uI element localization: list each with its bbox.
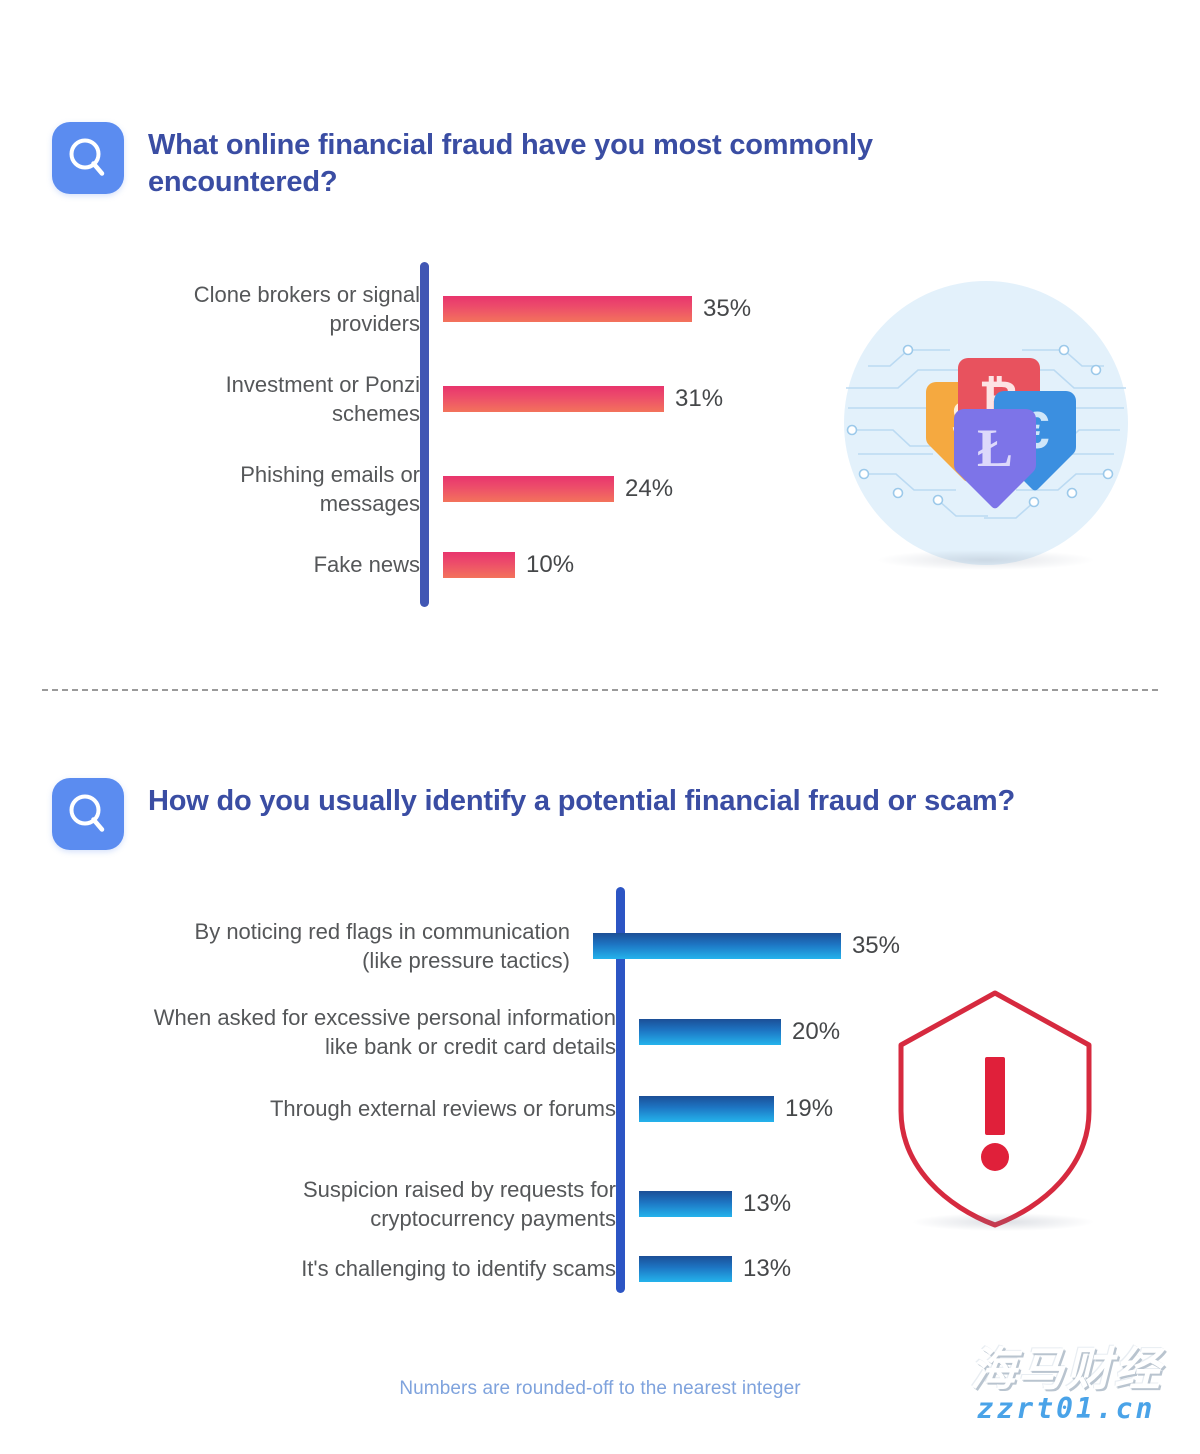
chart-2-bar-4 — [639, 1191, 732, 1218]
chart-1-label-4: Fake news — [313, 552, 420, 577]
illustration-shadow — [878, 550, 1093, 570]
chart-1-axis — [420, 262, 429, 607]
chart-2-bar-5 — [639, 1255, 732, 1282]
chart-1-bar-wrap-1: 35% — [443, 295, 751, 323]
shield-outline — [898, 990, 1092, 1228]
chart-2-label-2: When asked for excessive personal inform… — [153, 1005, 616, 1060]
chart-fraud-encountered: Clone brokers or signal providers 35% In… — [0, 0, 800, 620]
watermark-url: zzrt01.cn — [976, 1392, 1156, 1425]
chart-2-value-4: 13% — [743, 1190, 792, 1218]
exclamation-dot — [981, 1143, 1009, 1171]
circuit-nodes — [846, 344, 1114, 508]
chart-1-bar-1 — [443, 296, 692, 323]
magnifier-q-icon — [69, 138, 105, 176]
crypto-shields-circuit-illustration: $ ₿ € Ł — [838, 278, 1134, 588]
svg-text:Ł: Ł — [977, 418, 1013, 478]
illustration-shadow — [913, 1213, 1093, 1231]
litecoin-shield: Ł — [954, 409, 1036, 509]
chart-1-bar-wrap-4: 10% — [443, 551, 574, 579]
chart-1-bar-wrap-2: 31% — [443, 385, 723, 413]
watermark: 海马财经 zzrt01.cn — [946, 1346, 1186, 1423]
question-title-2: How do you usually identify a potential … — [148, 785, 1015, 817]
chart-1-bar-4 — [443, 551, 515, 578]
chart-2-label-5: It's challenging to identify scams — [301, 1256, 616, 1281]
chart-2-axis — [616, 887, 625, 1293]
chart-2-bar-1 — [592, 933, 841, 960]
question-badge-2 — [52, 778, 124, 850]
chart-fraud-identification: By noticing red flags in communication (… — [0, 887, 900, 1293]
chart-1-value-2: 31% — [675, 385, 724, 413]
question-header-2: How do you usually identify a potential … — [52, 778, 1052, 850]
footnote: Numbers are rounded-off to the nearest i… — [399, 1378, 801, 1399]
chart-2-bar-wrap-3: 19% — [639, 1095, 833, 1123]
chart-2-bar-2 — [639, 1019, 781, 1046]
chart-2-value-3: 19% — [785, 1094, 834, 1122]
crypto-illustration-svg: $ ₿ € Ł — [844, 281, 1128, 565]
chart-1-row-2: Investment or Ponzi schemes 31% — [0, 370, 800, 428]
magnifier-q-icon — [69, 794, 105, 832]
chart-1-row-1: Clone brokers or signal providers 35% — [0, 280, 800, 338]
chart-2-label-4: Suspicion raised by requests for cryptoc… — [302, 1177, 616, 1232]
chart-2-value-1: 35% — [851, 932, 900, 960]
chart-1-row-4: Fake news 10% — [0, 550, 800, 579]
question-title-1: What online financial fraud have you mos… — [148, 129, 873, 199]
warning-shield-illustration — [885, 985, 1115, 1250]
chart-2-bar-wrap-5: 13% — [639, 1255, 791, 1283]
chart-1-value-3: 24% — [625, 475, 674, 503]
chart-2-bar-wrap-2: 20% — [639, 1018, 840, 1046]
chart-2-value-2: 20% — [792, 1018, 841, 1046]
chart-2-row-2: When asked for excessive personal inform… — [0, 1003, 900, 1061]
chart-2-row-5: It's challenging to identify scams 13% — [0, 1254, 900, 1283]
chart-1-label-2: Investment or Ponzi schemes — [225, 372, 420, 427]
question-badge-1 — [52, 122, 124, 194]
chart-2-row-3: Through external reviews or forums 19% — [0, 1094, 900, 1123]
section-divider — [42, 689, 1158, 691]
chart-2-label-1: By noticing red flags in communication (… — [194, 919, 570, 974]
chart-2-bar-wrap-4: 13% — [639, 1190, 791, 1218]
chart-1-value-4: 10% — [526, 550, 575, 578]
chart-2-value-5: 13% — [743, 1254, 792, 1282]
watermark-brand: 海马财经 — [970, 1342, 1162, 1396]
chart-2-row-4: Suspicion raised by requests for cryptoc… — [0, 1175, 900, 1233]
chart-1-bar-wrap-3: 24% — [443, 475, 673, 503]
chart-1-bar-3 — [443, 476, 614, 503]
chart-1-label-1: Clone brokers or signal providers — [193, 282, 420, 337]
exclamation-bar — [985, 1057, 1005, 1135]
question-header-1: What online financial fraud have you mos… — [52, 122, 1052, 201]
chart-2-label-3: Through external reviews or forums — [269, 1096, 616, 1121]
chart-1-label-3: Phishing emails or messages — [240, 462, 420, 517]
chart-1-value-1: 35% — [703, 295, 752, 323]
chart-1-row-3: Phishing emails or messages 24% — [0, 460, 800, 518]
chart-2-bar-3 — [639, 1095, 774, 1122]
chart-2-row-1: By noticing red flags in communication (… — [0, 917, 900, 975]
warning-shield-svg — [898, 990, 1092, 1228]
chart-1-bar-2 — [443, 386, 664, 413]
chart-2-bar-wrap-1: 35% — [592, 932, 900, 960]
